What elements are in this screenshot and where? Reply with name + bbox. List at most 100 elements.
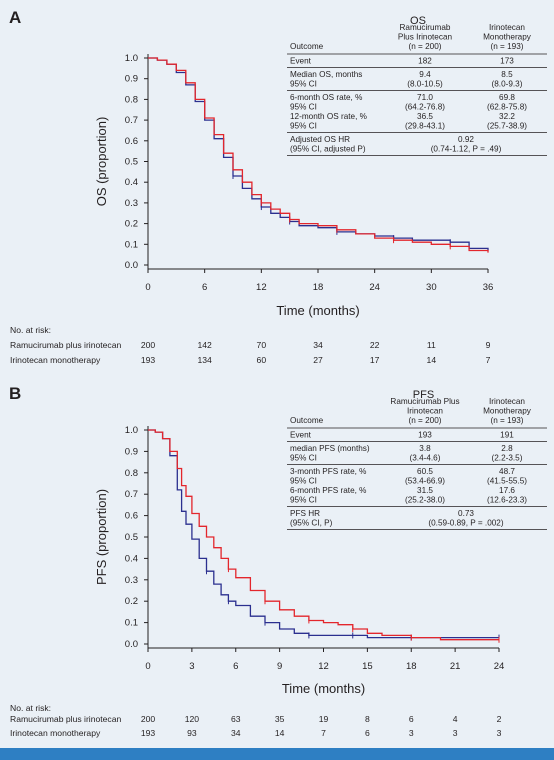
table-value-arm-b-line: 173 <box>500 57 514 66</box>
bottom-bar <box>0 748 554 760</box>
table-header-arm-b-line: Irinotecan <box>489 397 525 406</box>
risk-count: 7 <box>321 728 326 738</box>
x-tick-label: 36 <box>483 282 494 293</box>
y-tick-label: 1.0 <box>125 53 138 64</box>
risk-row-label: Ramucirumab plus irinotecan <box>10 340 122 350</box>
table-header-arm-b-line: Monotherapy <box>483 407 532 416</box>
table-row-label-line: Event <box>290 57 312 66</box>
table-row-span-value-line: 0.92 <box>458 135 474 144</box>
table-header-arm-b-line: Monotherapy <box>483 33 532 42</box>
y-tick-label: 0.8 <box>125 468 138 479</box>
table-row-label-line: 95% CI <box>290 454 317 463</box>
table-row-label-line: 95% CI <box>290 122 317 131</box>
risk-count: 9 <box>486 340 491 350</box>
risk-count: 35 <box>275 714 285 724</box>
table-value-arm-b-line: 48.7 <box>499 467 515 476</box>
table-value-arm-a-line: 182 <box>418 57 432 66</box>
table-value-arm-b-line: (25.7-38.9) <box>487 122 527 131</box>
risk-count: 193 <box>141 728 156 738</box>
table-row-span-value-line: (0.59-0.89, P = .002) <box>428 519 503 528</box>
table-value-arm-b: 8.5 (8.0-9.3) <box>492 70 523 89</box>
risk-count: 63 <box>231 714 241 724</box>
table-row-label-line: (95% CI, P) <box>290 519 333 528</box>
y-tick-label: 0.8 <box>125 94 138 105</box>
x-tick-label: 12 <box>256 282 267 293</box>
risk-row-label: Irinotecan monotherapy <box>10 728 101 738</box>
table-header-arm-a: Ramucirumab Plus Irinotecan (n = 200) <box>390 397 459 425</box>
table-header-arm-b-line: (n = 193) <box>491 42 524 51</box>
x-axis-label: Time (months) <box>282 681 365 696</box>
x-tick-label: 24 <box>494 661 505 672</box>
y-tick-label: 0.5 <box>125 532 138 543</box>
table-row-label-line: 3-month PFS rate, % <box>290 467 366 476</box>
table-value-arm-a: 71.0 (64.2-76.8) 36.5 (29.8-43.1) <box>405 93 445 131</box>
table-row-label: PFS HR (95% CI, P) <box>290 509 333 528</box>
chart-title: PFS <box>413 389 434 401</box>
x-tick-label: 6 <box>233 661 238 672</box>
table-value-arm-b: 191 <box>500 431 514 440</box>
x-tick-label: 0 <box>145 282 150 293</box>
table-row-span-value-line: (0.74-1.12, P = .49) <box>431 145 502 154</box>
risk-count: 27 <box>313 355 323 365</box>
risk-count: 19 <box>319 714 329 724</box>
risk-count: 22 <box>370 340 380 350</box>
table-value-arm-a-line: 193 <box>418 431 432 440</box>
table-value-arm-a: 193 <box>418 431 432 440</box>
risk-count: 8 <box>365 714 370 724</box>
table-row-label: 6-month OS rate, % 95% CI 12-month OS rate… <box>290 93 367 131</box>
y-tick-label: 0.4 <box>125 553 138 564</box>
table-value-arm-b-line: (41.5-55.5) <box>487 477 527 486</box>
table-value-arm-b-line: (2.2-3.5) <box>492 454 523 463</box>
table-value-arm-a-line: (29.8-43.1) <box>405 122 445 131</box>
table-value-arm-b: 2.8 (2.2-3.5) <box>492 444 523 463</box>
table-row-label-line: Median OS, months <box>290 70 362 79</box>
table-header-arm-a-line: (n = 200) <box>409 416 442 425</box>
table-header-arm-b: Irinotecan Monotherapy (n = 193) <box>483 23 532 51</box>
km-curve-irinotecan <box>148 429 499 639</box>
y-tick-label: 0.4 <box>125 177 138 188</box>
y-tick-label: 0.1 <box>125 239 138 250</box>
y-tick-label: 0.2 <box>125 596 138 607</box>
table-value-arm-a-line: 9.4 <box>419 70 431 79</box>
table-value-arm-a-line: (3.4-4.6) <box>410 454 441 463</box>
table-header-arm-b: Irinotecan Monotherapy (n = 193) <box>483 397 532 425</box>
y-tick-label: 0.0 <box>125 260 138 271</box>
km-curve-irinotecan <box>148 57 489 251</box>
x-tick-label: 30 <box>426 282 437 293</box>
x-tick-label: 15 <box>362 661 373 672</box>
risk-count: 34 <box>231 728 241 738</box>
y-tick-label: 0.7 <box>125 115 138 126</box>
risk-count: 200 <box>141 714 156 724</box>
table-header-outcome: Outcome <box>290 416 324 425</box>
y-tick-label: 0.2 <box>125 219 138 230</box>
table-row-label-line: 95% CI <box>290 80 317 89</box>
y-tick-label: 0.9 <box>125 446 138 457</box>
risk-count: 60 <box>257 355 267 365</box>
risk-row-label: Irinotecan monotherapy <box>10 355 101 365</box>
table-value-arm-a-line: 3.8 <box>419 444 431 453</box>
y-tick-label: 0.3 <box>125 198 138 209</box>
table-row-label-line: median PFS (months) <box>290 444 370 453</box>
risk-count: 3 <box>453 728 458 738</box>
table-header-arm-a: Ramucirumab Plus Irinotecan (n = 200) <box>398 23 453 51</box>
table-row-label: median PFS (months) 95% CI <box>290 444 370 463</box>
risk-title: No. at risk: <box>10 703 51 713</box>
table-row-label: Median OS, months 95% CI <box>290 70 362 89</box>
table-header-arm-a-line: Ramucirumab Plus <box>390 397 459 406</box>
table-row-label-line: PFS HR <box>290 509 320 518</box>
table-value-arm-a: 3.8 (3.4-4.6) <box>410 444 441 463</box>
table-row-span-value: 0.73 (0.59-0.89, P = .002) <box>428 509 503 528</box>
table-row-label: Event <box>290 57 312 66</box>
x-axis-label: Time (months) <box>276 303 359 318</box>
table-row-span-value-line: 0.73 <box>458 509 474 518</box>
table-row-label-line: 6-month PFS rate, % <box>290 486 366 495</box>
y-tick-label: 0.0 <box>125 639 138 650</box>
table-row-span-value: 0.92 (0.74-1.12, P = .49) <box>431 135 502 154</box>
y-tick-label: 0.6 <box>125 136 138 147</box>
table-header-arm-b-line: (n = 193) <box>491 416 524 425</box>
table-header-arm-a-line: Ramucirumab <box>400 23 451 32</box>
risk-count: 17 <box>370 355 380 365</box>
x-tick-label: 0 <box>145 661 150 672</box>
panel-letter-a: A <box>9 8 22 27</box>
risk-title: No. at risk: <box>10 325 51 335</box>
